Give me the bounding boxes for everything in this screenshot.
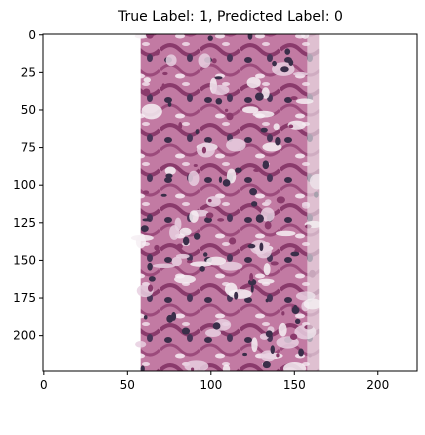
x-tick-label: 50 [120, 378, 135, 392]
tissue-strip [43, 34, 417, 371]
x-tick-label: 100 [199, 378, 222, 392]
y-tick-label: 125 [13, 216, 36, 230]
tissue-fill [140, 34, 320, 371]
x-axis: 0 50 100 150 200 [40, 371, 389, 392]
y-axis: 0 25 50 75 100 125 150 175 200 [13, 28, 43, 343]
y-tick-label: 175 [13, 291, 36, 305]
y-tick-label: 200 [13, 329, 36, 343]
y-tick-label: 25 [21, 65, 36, 79]
histology-image [43, 34, 417, 371]
y-tick-label: 0 [28, 28, 36, 42]
x-tick-label: 200 [366, 378, 389, 392]
y-tick-label: 100 [13, 178, 36, 192]
y-tick-label: 150 [13, 253, 36, 267]
axes-frame [42, 33, 418, 372]
y-tick-label: 75 [21, 141, 36, 155]
y-tick-label: 50 [21, 103, 36, 117]
x-tick-label: 0 [40, 378, 48, 392]
x-tick-label: 150 [283, 378, 306, 392]
plot-title: True Label: 1, Predicted Label: 0 [118, 9, 343, 25]
